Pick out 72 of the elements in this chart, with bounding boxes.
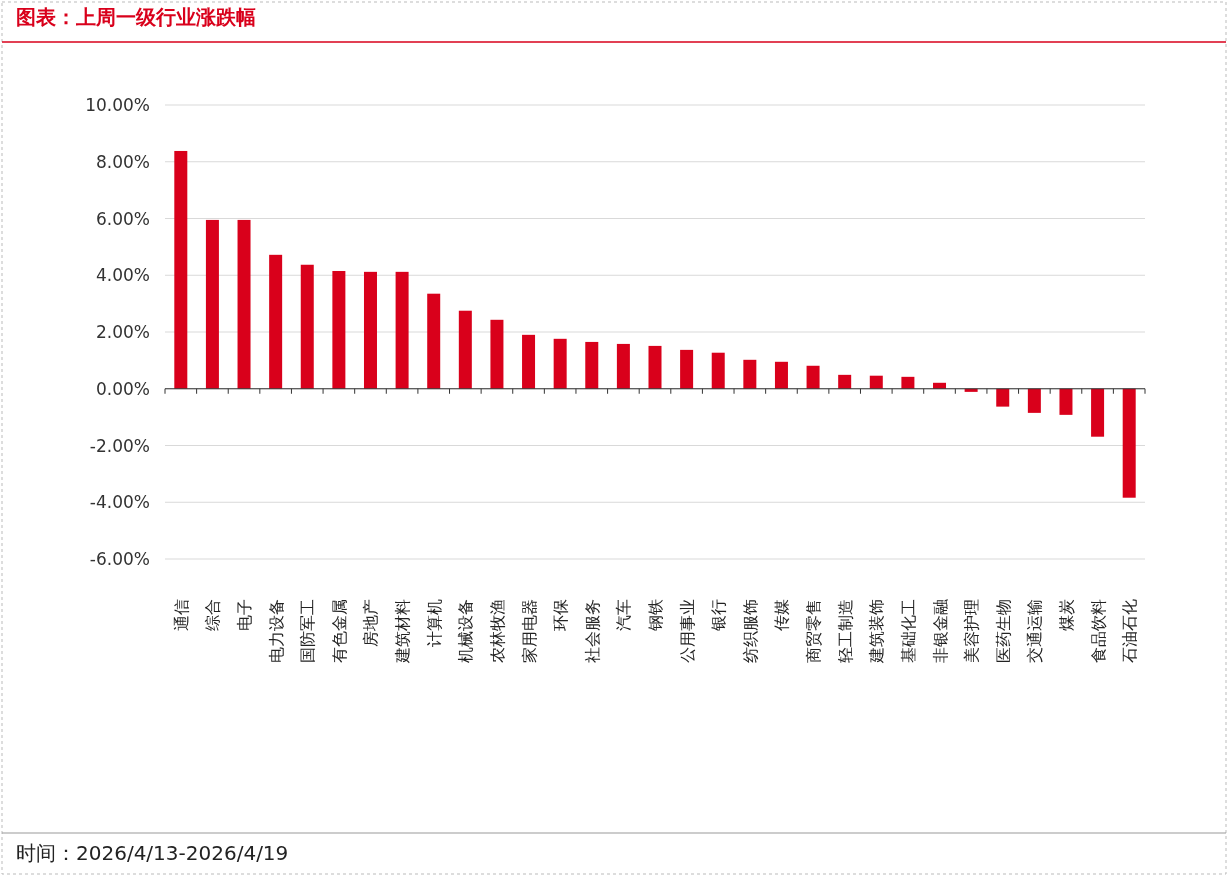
bar	[522, 334, 536, 389]
x-tick-label: 建筑材料	[393, 599, 413, 664]
chart-title: 图表：上周一级行业涨跌幅	[16, 5, 256, 29]
x-tick-label: 基础化工	[898, 599, 918, 663]
x-tick-label: 食品饮料	[1088, 599, 1108, 663]
y-tick-label: 4.00%	[95, 265, 150, 286]
x-tick-label: 非银金融	[930, 599, 950, 663]
bar	[1122, 388, 1136, 498]
y-tick-label: 2.00%	[95, 322, 150, 342]
x-tick-label: 汽车	[614, 599, 634, 631]
x-tick-label: 轻工制造	[835, 599, 855, 663]
x-tick-label: 环保	[551, 599, 571, 631]
bar	[806, 365, 820, 389]
bar	[553, 338, 567, 389]
x-tick-label: 银行	[709, 599, 729, 632]
bar	[205, 219, 219, 389]
y-tick-label: 0.00%	[95, 378, 150, 399]
bar	[427, 293, 441, 389]
x-tick-label: 机械设备	[456, 599, 476, 663]
bar	[237, 219, 251, 389]
bar	[838, 374, 852, 389]
x-tick-label: 电力设备	[266, 599, 286, 663]
bar	[174, 150, 188, 389]
bar	[1027, 388, 1041, 413]
x-tick-label: 建筑装饰	[867, 599, 887, 664]
y-tick-label: 8.00%	[95, 151, 150, 172]
bar	[869, 375, 883, 389]
bar	[1059, 388, 1073, 415]
text: 时间：2026/4/13-2026/4/19	[16, 841, 289, 865]
y-tick-label: -4.00%	[89, 492, 150, 513]
bar	[458, 310, 472, 389]
bar	[332, 270, 346, 389]
y-tick-label: -6.00%	[89, 549, 150, 569]
x-tick-label: 社会服务	[582, 599, 602, 663]
y-tick-label: 6.00%	[95, 208, 150, 229]
x-tick-label: 交通运输	[1025, 599, 1045, 663]
x-tick-label: 房地产	[361, 599, 381, 647]
x-tick-label: 石油石化	[1120, 599, 1140, 663]
bar	[774, 361, 788, 389]
bar	[743, 359, 757, 389]
x-tick-label: 农林牧渔	[487, 599, 507, 663]
x-tick-label: 医药生物	[993, 599, 1013, 663]
x-tick-label: 公用事业	[677, 599, 697, 663]
bar	[490, 319, 504, 389]
x-tick-label: 纺织服饰	[740, 599, 760, 663]
bar	[964, 388, 978, 392]
bar	[585, 341, 599, 389]
bar	[648, 345, 662, 389]
y-tick-label: 10.00%	[85, 95, 150, 115]
x-tick-label: 传媒	[772, 599, 792, 631]
x-tick-label: 计算机	[424, 599, 444, 647]
bar	[1091, 388, 1105, 437]
x-tick-label: 电子	[235, 599, 255, 631]
bar	[996, 388, 1010, 407]
bar	[269, 254, 283, 389]
y-tick-label: -2.00%	[89, 435, 150, 456]
x-tick-label: 煤炭	[1056, 599, 1076, 631]
x-tick-label: 美容护理	[962, 599, 982, 663]
bar	[395, 271, 409, 389]
bar	[680, 349, 694, 389]
bar	[363, 271, 377, 389]
x-tick-label: 商贸零售	[804, 599, 824, 663]
bar	[300, 264, 314, 389]
bar	[616, 343, 630, 389]
x-tick-label: 通信	[171, 599, 191, 631]
bar	[901, 376, 915, 389]
x-tick-label: 钢铁	[646, 599, 665, 632]
bar	[711, 352, 725, 389]
x-tick-label: 家用电器	[519, 599, 539, 663]
x-tick-label: 综合	[203, 599, 223, 631]
x-tick-label: 国防军工	[298, 599, 318, 663]
x-tick-label: 有色金属	[329, 599, 349, 663]
